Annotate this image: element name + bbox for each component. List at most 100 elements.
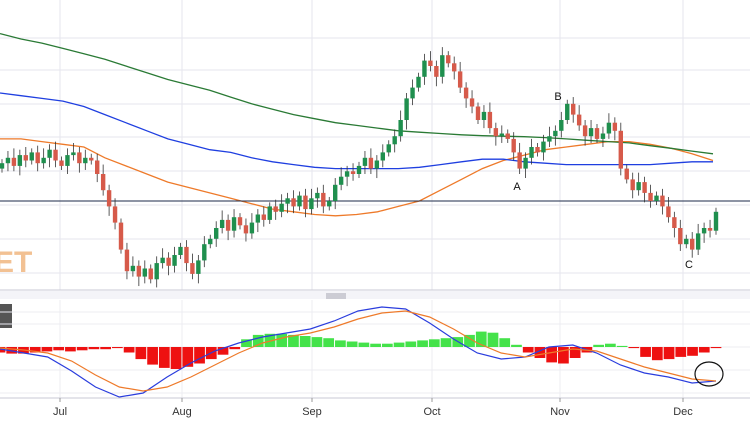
candle-body <box>297 195 302 207</box>
candle-body <box>678 228 683 245</box>
candle-body <box>493 128 499 137</box>
candle-body <box>338 176 344 185</box>
candle-body <box>463 87 469 99</box>
annotation-b: B <box>554 91 561 103</box>
oscillator-slow-line <box>0 310 717 392</box>
histogram-bar <box>381 343 393 347</box>
histogram-bar <box>100 347 112 350</box>
candle-body <box>321 192 326 207</box>
candle-body <box>219 219 225 228</box>
candle-body <box>106 190 112 207</box>
histogram-bar <box>335 340 346 347</box>
candle-body <box>214 228 219 239</box>
histogram-bar <box>88 347 100 350</box>
candle-body <box>368 157 374 169</box>
candle-body <box>208 238 213 245</box>
x-axis: Jul Aug Sep Oct Nov Dec <box>0 397 750 418</box>
candle-body <box>142 268 147 277</box>
candle-body <box>434 66 439 77</box>
candle-body <box>130 265 136 272</box>
candle-body <box>582 125 588 137</box>
histogram-bar <box>135 347 147 360</box>
histogram-bar <box>628 347 640 349</box>
candle-body <box>440 55 445 77</box>
candle-body <box>565 103 570 120</box>
histogram-bar <box>264 333 276 347</box>
candle-body <box>684 238 689 245</box>
ma-fast-line <box>0 138 714 217</box>
histogram-bar <box>499 338 511 347</box>
divider-bar <box>0 291 750 299</box>
candle-body <box>416 76 421 88</box>
histogram-bar <box>593 344 604 347</box>
histogram-bar <box>76 347 88 351</box>
histogram-bar <box>53 347 65 351</box>
candle-body <box>529 147 534 158</box>
candles <box>0 47 719 288</box>
panel-divider[interactable] <box>0 291 750 328</box>
candle-body <box>196 260 201 274</box>
axis-label-oct: Oct <box>423 406 440 418</box>
highlight-circle <box>694 361 724 387</box>
histogram-bar <box>675 347 687 357</box>
candle-body <box>690 238 695 250</box>
candle-body <box>517 152 522 169</box>
moving-averages <box>0 32 750 217</box>
axis-label-aug: Aug <box>172 406 192 418</box>
histogram-bar <box>428 339 440 347</box>
candle-body <box>386 144 391 153</box>
histogram-bar <box>147 347 158 365</box>
candle-body <box>71 152 76 156</box>
histogram-bar <box>170 347 182 369</box>
candle-body <box>422 60 427 77</box>
histogram-bar <box>112 347 123 349</box>
candle-body <box>547 136 552 142</box>
candle-body <box>469 98 475 107</box>
candle-body <box>475 106 481 120</box>
candle-body <box>618 130 623 169</box>
candle-body <box>23 155 28 161</box>
candle-body <box>499 133 504 137</box>
histogram-bar <box>440 338 452 347</box>
candle-body <box>279 203 284 212</box>
histogram-bar <box>358 342 370 347</box>
candle-body <box>303 195 308 210</box>
candle-body <box>576 114 582 126</box>
candle-body <box>695 233 701 250</box>
candle-body <box>154 263 159 280</box>
histogram-bar <box>252 334 264 347</box>
candle-body <box>225 219 231 231</box>
histogram-bar <box>65 347 76 352</box>
candle-body <box>392 136 397 145</box>
candle-body <box>350 171 356 174</box>
candle-body <box>410 87 415 99</box>
candle-body <box>29 152 34 161</box>
histogram-bar <box>288 334 299 347</box>
candle-body <box>571 103 576 115</box>
histogram-bar <box>569 347 581 358</box>
candle-body <box>541 141 546 153</box>
histogram-bar <box>522 347 534 353</box>
histogram-bar <box>276 333 288 347</box>
histogram-bar <box>534 347 546 358</box>
histogram-bar <box>417 340 428 347</box>
histogram-bar <box>698 347 710 353</box>
candle-body <box>594 128 600 139</box>
candle-body <box>666 206 671 218</box>
histogram-bar <box>370 343 381 347</box>
candle-body <box>333 184 338 201</box>
histogram-bar <box>311 337 323 347</box>
candle-body <box>291 198 296 207</box>
candle-body <box>273 206 278 212</box>
histogram-bar <box>558 347 569 364</box>
candle-body <box>166 257 171 266</box>
candle-body <box>535 147 540 153</box>
candle-body <box>237 217 243 226</box>
candle-body <box>95 160 100 174</box>
candle-body <box>606 122 612 134</box>
candle-body <box>136 265 142 277</box>
candle-body <box>41 157 46 164</box>
candle-body <box>89 157 94 161</box>
candle-body <box>707 228 713 231</box>
